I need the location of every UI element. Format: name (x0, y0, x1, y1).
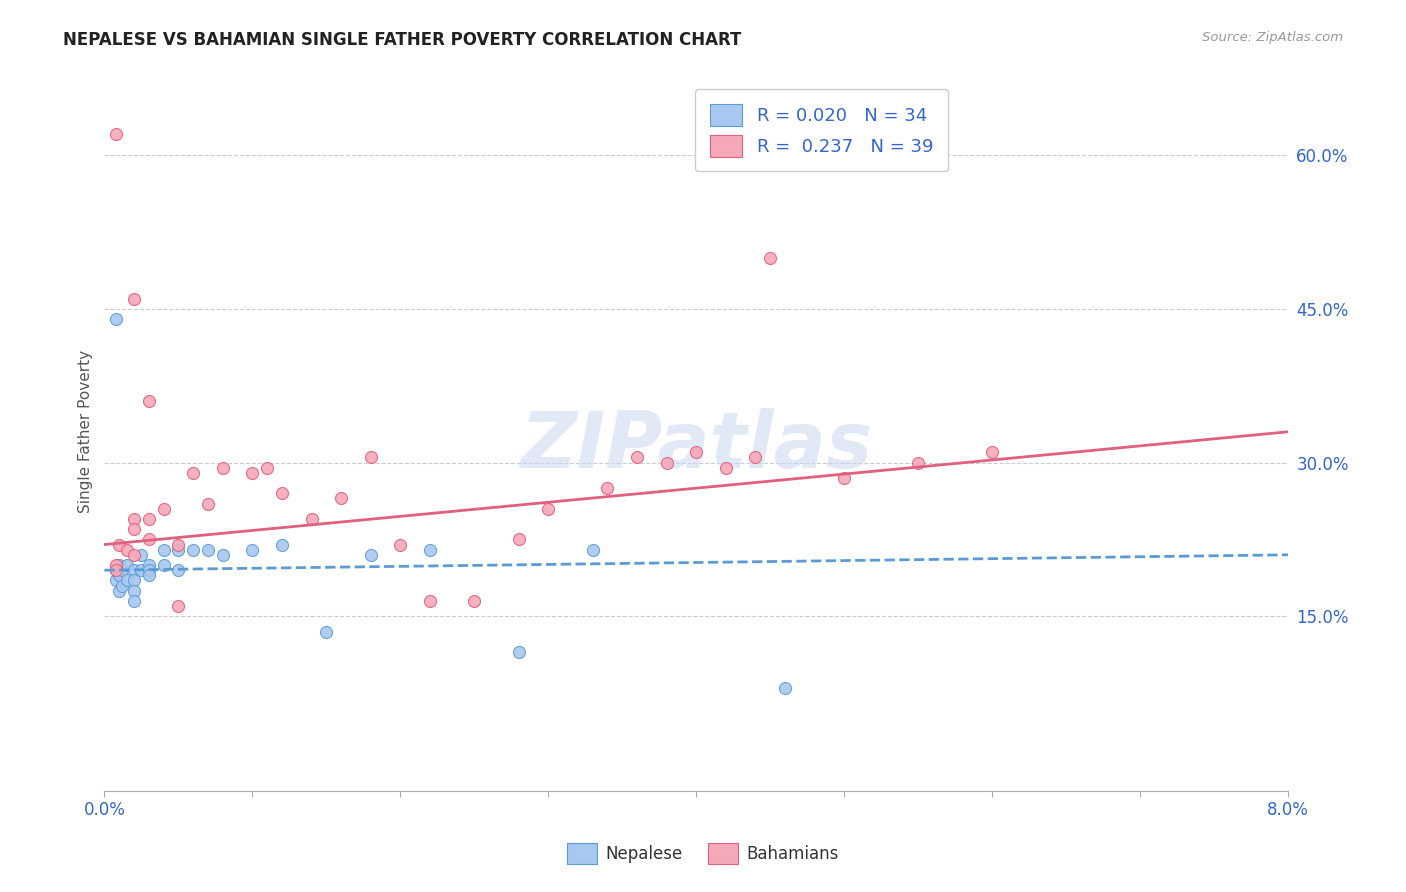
Point (111, 578, 134, 592)
Point (152, 558, 174, 572)
Point (181, 466, 204, 480)
Point (360, 548, 382, 562)
Point (138, 394, 160, 409)
Point (508, 533, 530, 547)
Point (131, 563, 153, 577)
Point (105, 312, 128, 326)
Point (122, 522, 145, 536)
Point (138, 533, 160, 547)
Point (152, 501, 174, 516)
Point (773, 681, 796, 695)
Point (419, 594, 441, 608)
Point (240, 542, 263, 557)
Point (714, 460, 737, 475)
Y-axis label: Single Father Poverty: Single Father Poverty (79, 351, 93, 514)
Point (419, 542, 441, 557)
Legend: R = 0.020   N = 34, R =  0.237   N = 39: R = 0.020 N = 34, R = 0.237 N = 39 (695, 89, 948, 171)
Point (138, 568, 160, 582)
Point (131, 548, 153, 562)
Point (115, 558, 138, 572)
Text: NEPALESE VS BAHAMIAN SINGLE FATHER POVERTY CORRELATION CHART: NEPALESE VS BAHAMIAN SINGLE FATHER POVER… (63, 31, 741, 49)
Point (167, 599, 190, 613)
Point (105, 558, 128, 572)
Point (463, 594, 485, 608)
Point (537, 501, 560, 516)
Point (981, 445, 1004, 459)
Point (167, 537, 190, 551)
Point (211, 460, 233, 475)
Point (115, 542, 138, 557)
Point (122, 594, 145, 608)
Point (105, 574, 128, 588)
Point (122, 292, 145, 306)
Point (122, 548, 145, 562)
Point (759, 251, 782, 265)
Point (596, 481, 619, 495)
Point (907, 456, 929, 470)
Point (271, 486, 294, 500)
Point (685, 445, 707, 459)
Point (115, 574, 138, 588)
Point (138, 558, 160, 572)
Point (508, 645, 530, 659)
Point (108, 558, 131, 572)
Point (315, 624, 337, 639)
Point (271, 537, 294, 551)
Point (105, 563, 128, 577)
Point (167, 563, 190, 577)
Point (330, 491, 353, 506)
Point (111, 563, 134, 577)
Point (744, 450, 766, 465)
Point (832, 471, 855, 485)
Point (167, 542, 190, 557)
Point (122, 574, 145, 588)
Text: Source: ZipAtlas.com: Source: ZipAtlas.com (1202, 31, 1343, 45)
Point (122, 563, 145, 577)
Point (256, 460, 278, 475)
Text: ZIPatlas: ZIPatlas (520, 409, 872, 484)
Point (138, 512, 160, 526)
Point (211, 548, 233, 562)
Point (105, 563, 128, 577)
Point (389, 537, 412, 551)
Point (655, 456, 678, 470)
Point (181, 542, 204, 557)
Point (108, 568, 131, 582)
Legend: Nepalese, Bahamians: Nepalese, Bahamians (561, 837, 845, 871)
Point (105, 128, 128, 142)
Point (122, 512, 145, 526)
Point (301, 512, 323, 526)
Point (122, 583, 145, 598)
Point (626, 450, 648, 465)
Point (152, 542, 174, 557)
Point (138, 563, 160, 577)
Point (240, 466, 263, 480)
Point (108, 583, 131, 598)
Point (581, 542, 603, 557)
Point (197, 542, 219, 557)
Point (108, 537, 131, 551)
Point (360, 450, 382, 465)
Point (197, 497, 219, 511)
